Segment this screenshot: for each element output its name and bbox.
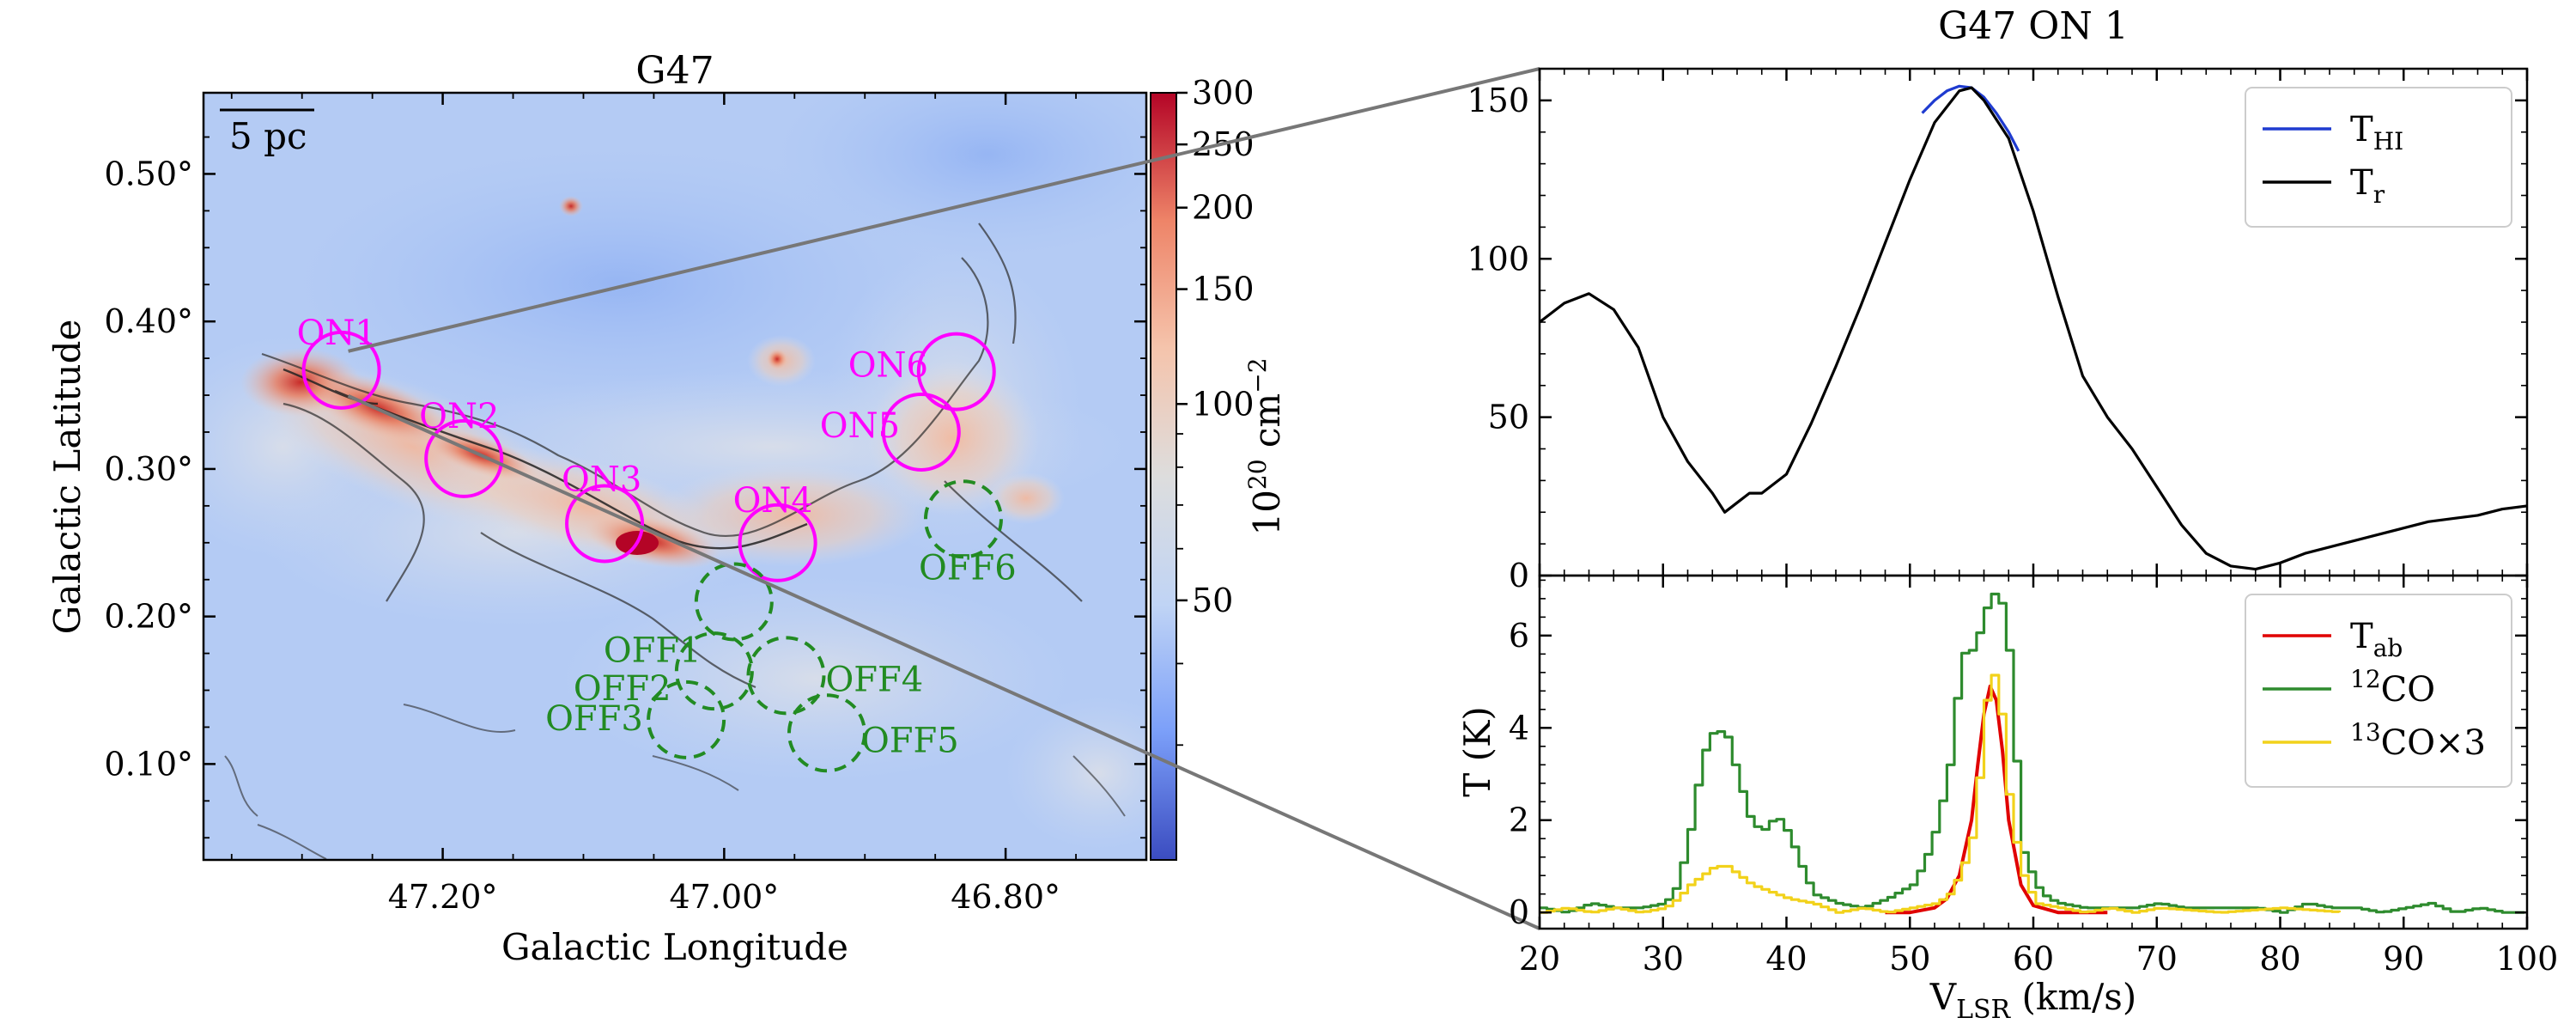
map-x-tick-label: 46.80° <box>951 878 1060 916</box>
colorbar-ticks: 30025020015010050 <box>1176 74 1255 747</box>
on-region-circle <box>916 332 996 411</box>
series-line <box>1540 673 2342 914</box>
off-region-label: OFF4 <box>825 660 923 699</box>
map-y-axis-label: Galactic Latitude <box>46 320 88 635</box>
map-ticks: 47.20° 47.00° 46.80° 0.10° 0.20° 0.30° 0.40° 0.… <box>104 93 1147 916</box>
y-tick-label: 6 <box>1509 617 1529 655</box>
spectrum-title: G47 ON 1 <box>1938 4 2129 48</box>
colorbar-tick-label: 50 <box>1192 582 1233 619</box>
hi-spectrum-legend: THI Tr <box>2245 87 2512 228</box>
colorbar-label: 1020 cm−2 <box>1243 357 1288 535</box>
spectrum-y-axis-label: T (K) <box>1456 706 1498 797</box>
map-y-tick-label: 0.30° <box>104 450 193 488</box>
legend-box <box>2245 594 2512 788</box>
on-region-circle <box>424 418 504 498</box>
y-tick-label: 100 <box>1467 240 1529 277</box>
on-region-circle <box>738 503 817 582</box>
hi-spectrum-panel: G47 ON 1 0 50 100 150 THI Tr <box>1467 4 2529 594</box>
x-tick-label: 70 <box>2136 940 2178 978</box>
x-tick-label: 90 <box>2383 940 2424 978</box>
hi-spectrum-ticks: 0 50 100 150 <box>1467 68 2529 594</box>
x-tick-label: 30 <box>1643 940 1684 978</box>
legend-box <box>2245 87 2512 228</box>
x-tick-label: 40 <box>1765 940 1807 978</box>
map-frame <box>202 91 1148 862</box>
x-tick-label: 50 <box>1889 940 1930 978</box>
colorbar: 30025020015010050 1020 cm−2 <box>1150 74 1288 861</box>
x-tick-label: 60 <box>2013 940 2054 978</box>
off-region-label: OFF6 <box>919 548 1017 588</box>
on-region-label: ON6 <box>848 346 928 386</box>
map-y-tick-label: 0.10° <box>104 745 193 783</box>
off-region-circle <box>647 680 726 759</box>
y-tick-label: 0 <box>1509 557 1529 594</box>
y-tick-label: 50 <box>1488 399 1529 436</box>
map-x-tick-label: 47.00° <box>669 878 779 916</box>
on-region-label: ON2 <box>419 397 499 436</box>
y-tick-label: 0 <box>1509 893 1529 931</box>
column-density-image: ON1ON2ON3ON4ON5ON6OFF1OFF2OFF3OFF4OFF5OF… <box>204 93 1146 860</box>
hi-spectrum-series <box>1540 84 2527 571</box>
colorbar-tick-label: 300 <box>1192 74 1255 112</box>
legend-label: Tr <box>2350 163 2385 209</box>
colorbar-tick-label: 150 <box>1192 271 1255 308</box>
series-line <box>1540 86 2527 571</box>
colorbar-tick-label: 100 <box>1192 385 1255 423</box>
y-tick-label: 4 <box>1509 709 1529 747</box>
x-tick-label: 80 <box>2259 940 2300 978</box>
series-line <box>1540 592 2525 914</box>
on-region-label: ON5 <box>820 406 900 446</box>
map-y-tick-label: 0.20° <box>104 598 193 636</box>
zoom-connector-top <box>348 67 1540 353</box>
x-tick-label: 100 <box>2496 940 2559 978</box>
map-x-axis-label: Galactic Longitude <box>501 926 848 968</box>
on-region-label: ON3 <box>562 460 641 499</box>
co-spectrum-series <box>1540 592 2525 915</box>
map-y-tick-label: 0.40° <box>104 302 193 340</box>
on-region-circle <box>301 330 381 410</box>
off-region-label: OFF5 <box>861 721 959 760</box>
legend-label: Tab <box>2350 617 2403 662</box>
on-region-label: ON4 <box>733 481 813 521</box>
zoom-connector-bottom <box>347 394 1540 930</box>
legend-label: 12CO <box>2350 665 2435 710</box>
off-region-circle <box>746 636 826 716</box>
off-region-label: OFF2 <box>574 669 671 709</box>
map-y-tick-label: 0.50° <box>104 155 193 192</box>
off-region-circle <box>787 693 866 773</box>
map-x-tick-label: 47.20° <box>388 878 498 916</box>
y-tick-label: 2 <box>1509 801 1529 839</box>
legend-label: 13CO×3 <box>2350 718 2486 763</box>
co-spectrum-ticks: 20 30 40 50 60 70 80 90 100 0 2 4 6 <box>1509 576 2558 978</box>
y-tick-label: 150 <box>1467 82 1529 119</box>
off-region-circle <box>923 479 1003 559</box>
map-title: G47 <box>635 49 714 93</box>
on-region-circle <box>881 392 961 472</box>
map-panel: ON1ON2ON3ON4ON5ON6OFF1OFF2OFF3OFF4OFF5OF… <box>46 49 1288 968</box>
colorbar-tick-label: 200 <box>1192 189 1255 227</box>
x-tick-label: 20 <box>1519 940 1560 978</box>
legend-label: THI <box>2350 110 2403 155</box>
off-region-label: OFF3 <box>545 699 643 739</box>
off-region-circle <box>674 631 754 711</box>
on-region-circle <box>565 484 645 564</box>
off-region-label: OFF1 <box>604 631 702 670</box>
spectrum-x-axis-label: VLSR (km/s) <box>1929 976 2137 1025</box>
regions-layer: ON1ON2ON3ON4ON5ON6OFF1OFF2OFF3OFF4OFF5OF… <box>297 314 1017 773</box>
scale-bar-label: 5 pc <box>229 115 307 157</box>
